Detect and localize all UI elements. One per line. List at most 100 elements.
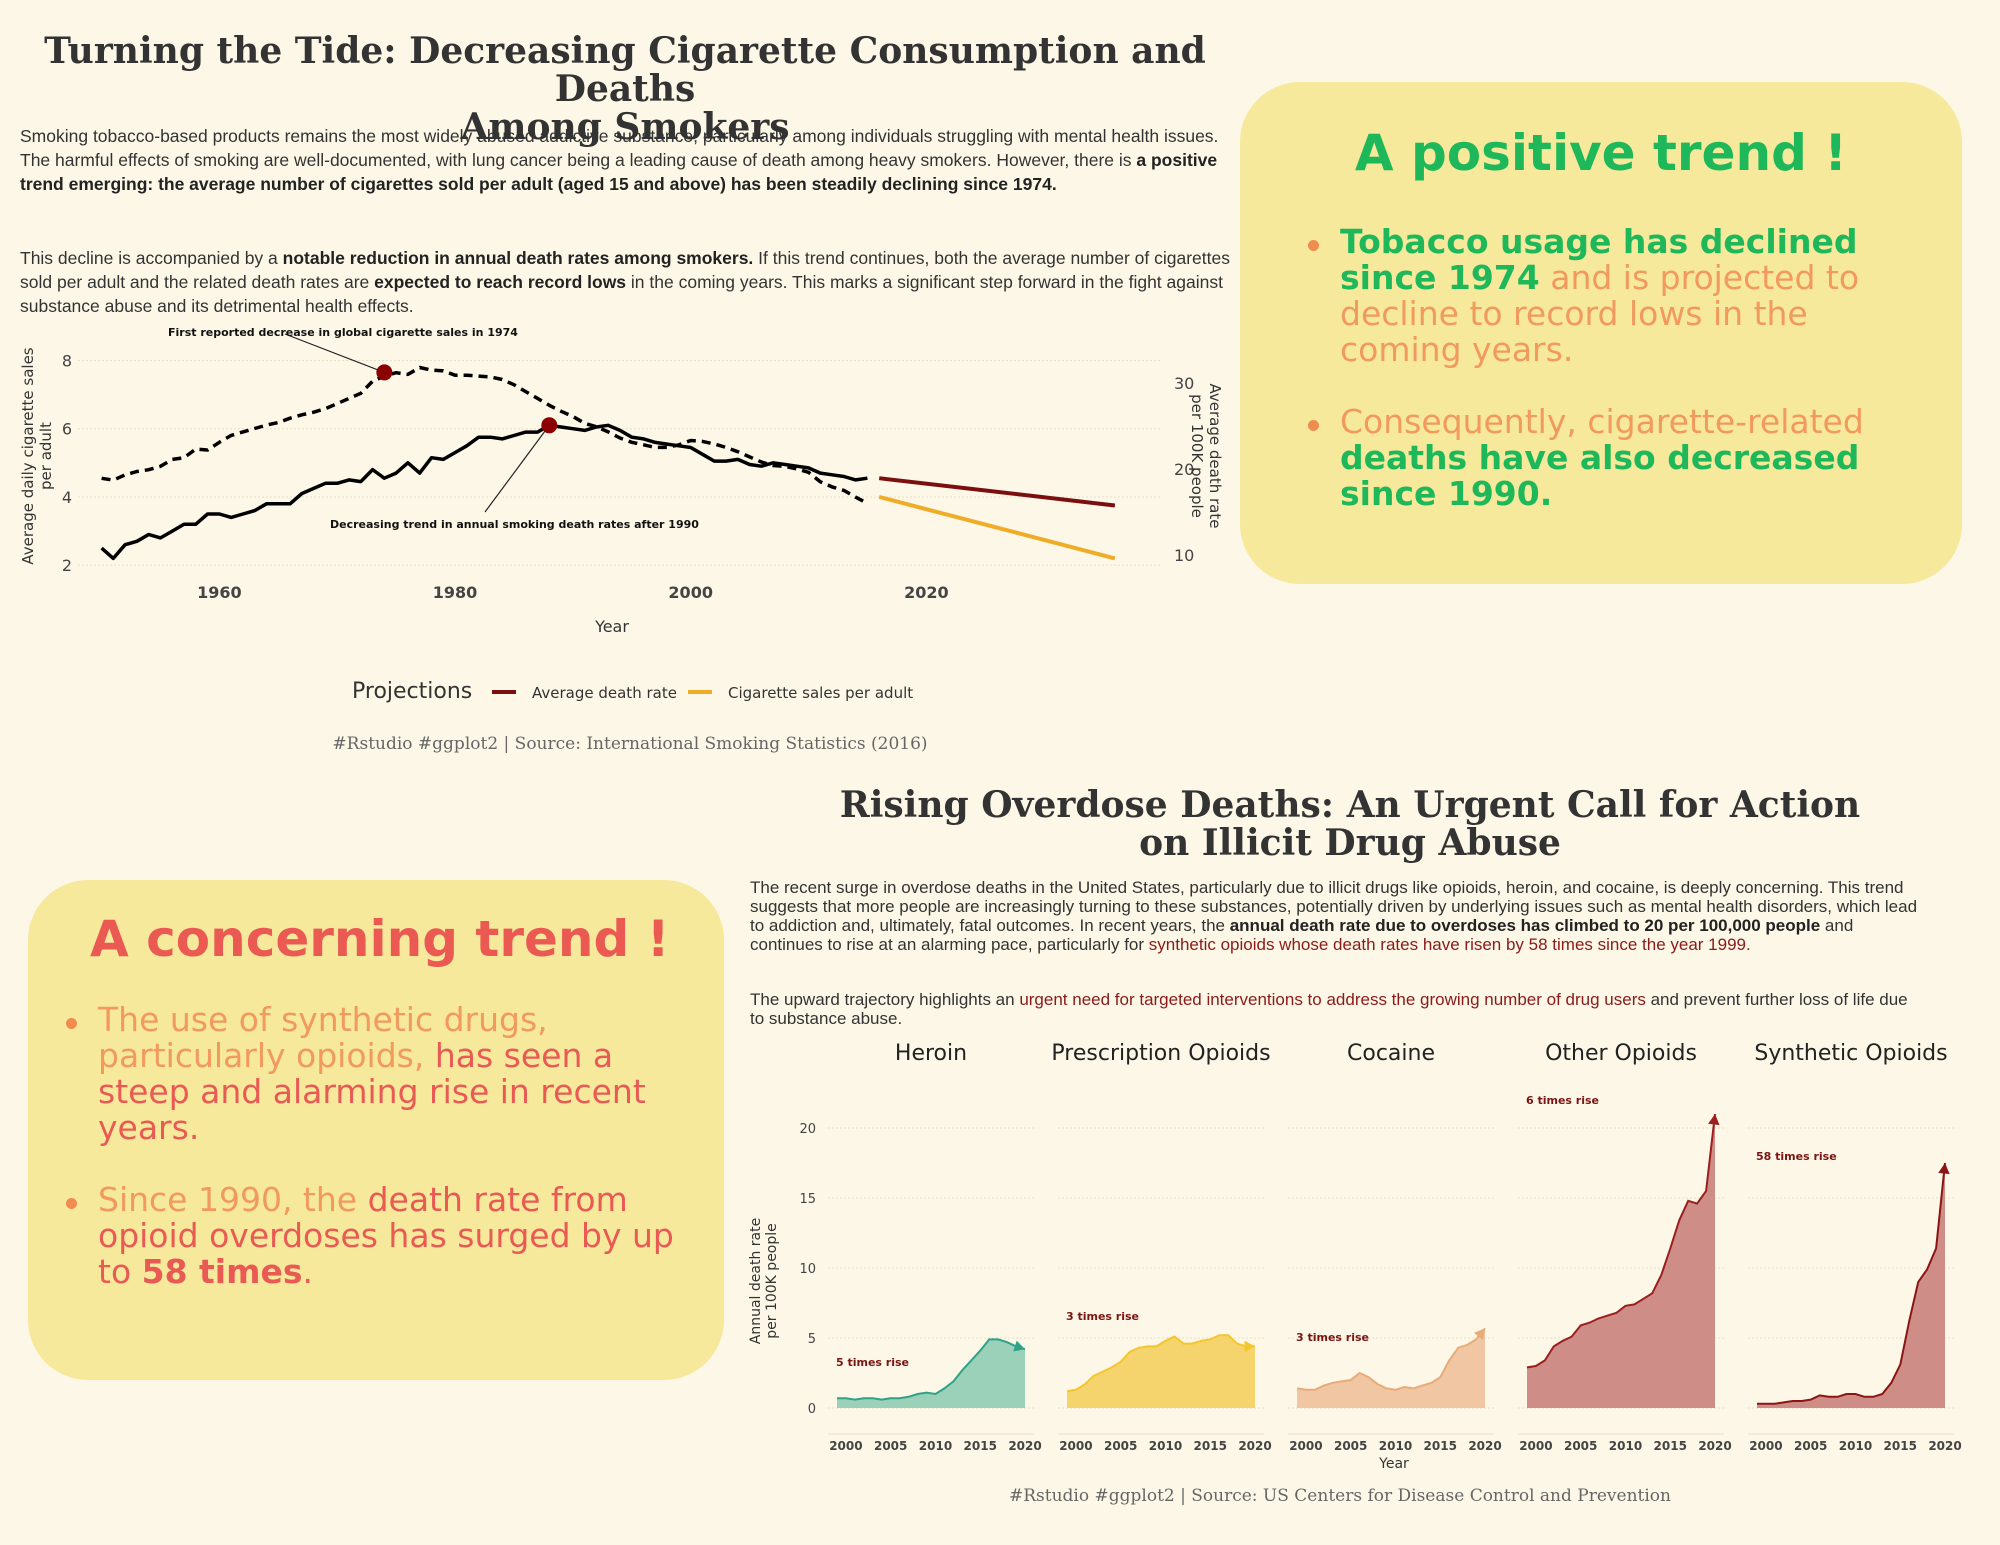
positive-trend-heading: A positive trend ! — [1354, 124, 1848, 182]
x-tick-label: 2020 — [904, 583, 949, 602]
area-line — [1296, 1327, 1486, 1391]
x-tick-label: 2010 — [1839, 1439, 1872, 1453]
area-fill — [1757, 1163, 1945, 1408]
top-title: Turning the Tide: Decreasing Cigarette C… — [20, 32, 1230, 146]
top-paragraph-2: This decline is accompanied by a notable… — [20, 248, 1230, 316]
arrow-head-icon — [1708, 1114, 1720, 1126]
top-title-line1: Turning the Tide: Decreasing Cigarette C… — [44, 30, 1206, 110]
y-axis-label: Annual death rateper 100K people — [748, 1218, 780, 1344]
bottom-title: Rising Overdose Deaths: An Urgent Call f… — [750, 786, 1950, 862]
concerning-trend-heading: A concerning trend ! — [90, 910, 670, 968]
area-fill — [1067, 1335, 1255, 1408]
concerning-trend-card: A concerning trend ! The use of syntheti… — [28, 880, 724, 1380]
panel-title: Prescription Opioids — [1051, 1041, 1270, 1066]
top-paragraph-1: Smoking tobacco-based products remains t… — [20, 126, 1219, 194]
y-tick-label: 20 — [799, 1122, 816, 1137]
top-title-line2: Among Smokers — [460, 106, 790, 148]
x-tick-label: 2015 — [964, 1439, 997, 1453]
y-axis-label-line: Annual death rate — [748, 1218, 764, 1344]
y-axis-label-line: Average daily cigarette sales — [19, 347, 37, 564]
x-tick-label: 2020 — [1468, 1439, 1501, 1453]
panel-title: Heroin — [895, 1041, 967, 1066]
bottom-title-line2: on Illicit Drug Abuse — [1139, 822, 1561, 864]
rise-label: 3 times rise — [1066, 1310, 1139, 1323]
rise-label: 6 times rise — [1526, 1094, 1599, 1107]
y-tick-label: 2 — [62, 556, 72, 575]
bottom-paragraph-2: The upward trajectory highlights an urge… — [750, 990, 1908, 1028]
overdose-area-chart: 0 5 10 15 20 Annual death rateper 100K people… — [748, 1041, 1962, 1472]
top-p1-bold: a positive trend emerging: the average n… — [20, 150, 1218, 194]
y-axis-label-line: per adult — [37, 422, 55, 490]
annotation-label: First reported decrease in global cigare… — [168, 326, 518, 339]
area-line — [837, 1338, 1026, 1401]
positive-bullet-1: Tobacco usage has declined since 1974 an… — [1308, 224, 1920, 368]
arrow-head-icon — [1473, 1328, 1486, 1341]
area-line — [1757, 1162, 1946, 1405]
x-tick-label: 2015 — [1194, 1439, 1227, 1453]
annotation-label: Decreasing trend in annual smoking death… — [330, 518, 699, 531]
x-tick-label: 2015 — [1424, 1439, 1457, 1453]
y2-axis-label: Average death rateper 100K people — [1188, 384, 1224, 529]
x-tick-label: 2010 — [1379, 1439, 1412, 1453]
cigarette-line-chart: 2 4 6 8 10 20 30 1960 1980 2000 2020 Year Average da… — [19, 326, 1224, 704]
x-tick-label: 2010 — [1609, 1439, 1642, 1453]
top-source-caption: #Rstudio #ggplot2 | Source: Internationa… — [332, 734, 928, 754]
x-tick-label: 2000 — [829, 1439, 862, 1453]
area-fill — [1297, 1328, 1485, 1408]
bullet-dot-icon — [66, 1198, 77, 1209]
x-tick-label: 2000 — [1519, 1439, 1552, 1453]
legend-title: Projections — [352, 679, 472, 704]
annotation-leader — [284, 333, 385, 373]
projection-line — [878, 494, 1116, 561]
y-tick-label: 0 — [808, 1402, 816, 1417]
area-line — [1066, 1334, 1255, 1393]
x-tick-label: 2005 — [1794, 1439, 1827, 1453]
x-tick-label: 2020 — [1698, 1439, 1731, 1453]
panel-title: Other Opioids — [1545, 1041, 1697, 1066]
annotation-point — [541, 417, 558, 434]
x-tick-label: 2010 — [919, 1439, 952, 1453]
bottom-paragraph-1: The recent surge in overdose deaths in t… — [750, 878, 1918, 954]
y2-tick-label: 10 — [1174, 546, 1194, 565]
bottom-source-caption: #Rstudio #ggplot2 | Source: US Centers f… — [1009, 1486, 1671, 1506]
x-tick-label: 2005 — [1334, 1439, 1367, 1453]
x-tick-label: 2010 — [1149, 1439, 1182, 1453]
annotation-point — [376, 364, 393, 381]
y-tick-label: 15 — [799, 1192, 816, 1207]
x-tick-label: 2000 — [1289, 1439, 1322, 1453]
annotation-leader — [484, 424, 550, 513]
x-tick-label: 2000 — [1059, 1439, 1092, 1453]
x-tick-label: 1980 — [433, 583, 478, 602]
positive-trend-card: A positive trend ! Tobacco usage has dec… — [1240, 82, 1962, 584]
y-axis-label: Average daily cigarette salesper adult — [19, 347, 55, 564]
y-tick-label: 4 — [62, 488, 72, 507]
series-line — [100, 423, 868, 561]
concerning-bullet-2: Since 1990, the death rate from opioid o… — [66, 1182, 698, 1290]
legend-label: Cigarette sales per adult — [728, 684, 913, 702]
x-tick-label: 2005 — [1564, 1439, 1597, 1453]
panel-other-opioids: Other Opioids 6 times rise 2000 2005 2010 201… — [1518, 1041, 1732, 1453]
y-axis-label-line: per 100K people — [764, 1223, 780, 1339]
x-axis-label: Year — [1378, 1456, 1409, 1472]
panel-heroin: Heroin 5 times rise 2000 2005 2010 2015 2020 — [828, 1041, 1042, 1453]
area-line — [1526, 1113, 1716, 1369]
x-tick-label: 2000 — [1749, 1439, 1782, 1453]
rise-label: 3 times rise — [1296, 1331, 1369, 1344]
rise-label: 5 times rise — [836, 1356, 909, 1369]
panel-prescription-opioids: Prescription Opioids 3 times rise 2000 2005… — [1051, 1041, 1271, 1453]
series-line — [101, 365, 869, 505]
x-tick-label: 2020 — [1008, 1439, 1041, 1453]
arrow-head-icon — [1013, 1340, 1026, 1352]
x-tick-label: 2000 — [668, 583, 713, 602]
rise-label: 58 times rise — [1756, 1150, 1837, 1163]
y2-tick-label: 20 — [1174, 460, 1194, 479]
arrow-head-icon — [1244, 1340, 1256, 1353]
panel-title: Synthetic Opioids — [1754, 1041, 1947, 1066]
x-tick-label: 1960 — [197, 583, 242, 602]
bullet-dot-icon — [1308, 420, 1319, 431]
y2-tick-label: 30 — [1174, 374, 1194, 393]
x-tick-label: 2015 — [1654, 1439, 1687, 1453]
y-tick-label: 8 — [62, 351, 72, 370]
area-fill — [1527, 1114, 1715, 1408]
projection-line — [878, 476, 1116, 508]
